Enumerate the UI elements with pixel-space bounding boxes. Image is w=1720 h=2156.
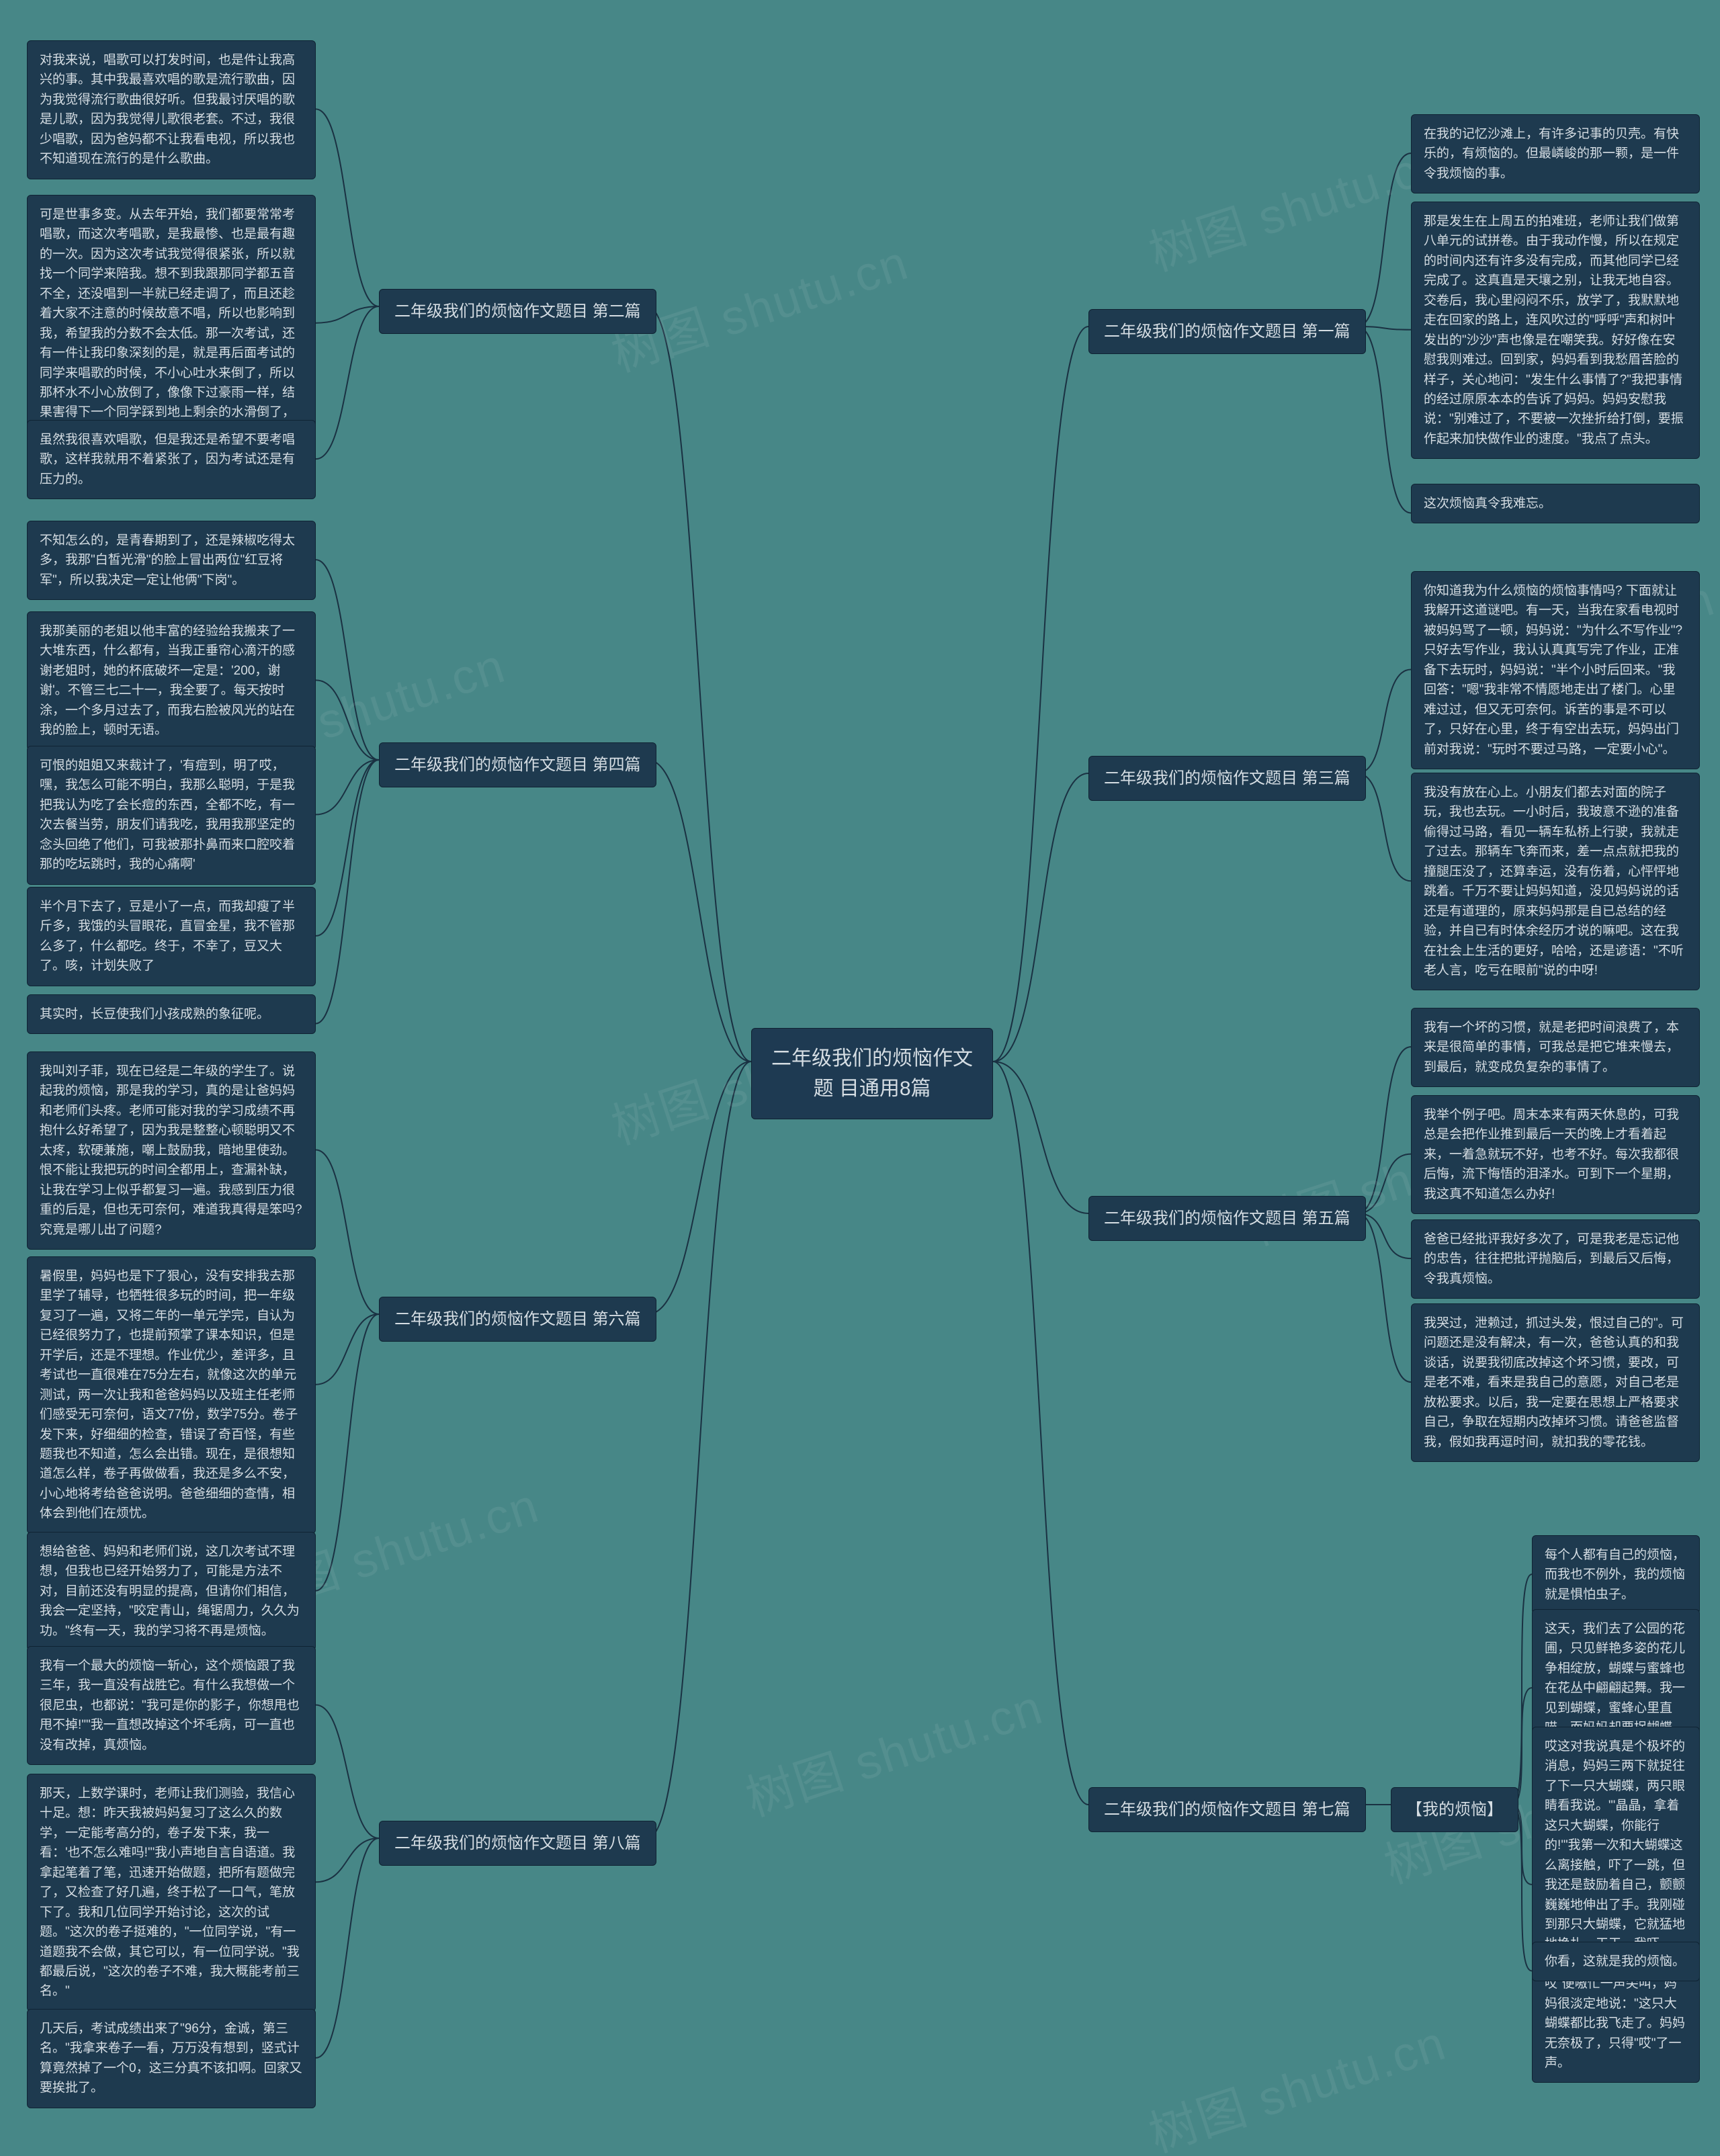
leaf-node: 虽然我很喜欢唱歌，但是我还是希望不要考唱歌，这样我就用不着紧张了，因为考试还是有… — [27, 420, 316, 499]
topic-node: 二年级我们的烦恼作文题目 第四篇 — [379, 742, 656, 787]
leaf-node: 哎这对我说真是个极坏的消息，妈妈三两下就捉往了下一只大蝴蝶，两只眼睛看我说。"'… — [1532, 1727, 1700, 2083]
leaf-node: 半个月下去了，豆是小了一点，而我却瘦了半斤多，我饿的头冒眼花，直冒金星，我不管那… — [27, 887, 316, 986]
leaf-node: 每个人都有自己的烦恼，而我也不例外，我的烦恼就是惧怕虫子。 — [1532, 1535, 1700, 1614]
leaf-node: 这次烦恼真令我难忘。 — [1411, 484, 1700, 523]
watermark: 树图 shutu.cn — [1139, 2003, 1453, 2156]
leaf-node: 对我来说，唱歌可以打发时间，也是件让我高兴的事。其中我最喜欢唱的歌是流行歌曲，因… — [27, 40, 316, 179]
watermark: 树图 shutu.cn — [1139, 122, 1453, 284]
leaf-node: 可是世事多变。从去年开始，我们都要常常考唱歌，而这次考唱歌，是我最惨、也是最有趣… — [27, 195, 316, 452]
topic-node: 二年级我们的烦恼作文题目 第五篇 — [1088, 1196, 1366, 1241]
leaf-node: 可恨的姐姐又来裁计了，'有痘到，明了哎，嘿，我怎么可能不明白，我那么聪明，于是我… — [27, 746, 316, 885]
leaf-node: 那是发生在上周五的拍难班，老师让我们做第八单元的试拼卷。由于我动作慢，所以在规定… — [1411, 202, 1700, 459]
topic-node: 二年级我们的烦恼作文题目 第三篇 — [1088, 756, 1366, 801]
leaf-node: 那天，上数学课时，老师让我们测验，我信心十足。想：昨天我被妈妈复习了这么久的数学… — [27, 1774, 316, 2012]
leaf-node: 在我的记忆沙滩上，有许多记事的贝壳。有快乐的，有烦恼的。但最嶙峻的那一颗，是一件… — [1411, 114, 1700, 193]
leaf-node: 我举个例子吧。周末本来有两天休息的，可我总是会把作业推到最后一天的晚上才看着起来… — [1411, 1095, 1700, 1214]
leaf-node: 不知怎么的，是青春期到了，还是辣椒吃得太多，我那"白皙光滑"的脸上冒出两位"红豆… — [27, 521, 316, 600]
topic-node: 二年级我们的烦恼作文题目 第六篇 — [379, 1297, 656, 1342]
leaf-node: 我那美丽的老姐以他丰富的经验给我搬来了一大堆东西，什么都有，当我正垂帘心滴汗的感… — [27, 611, 316, 750]
leaf-node: 我没有放在心上。小朋友们都去对面的院子玩，我也去玩。一小时后，我玻意不逊的准备偷… — [1411, 773, 1700, 990]
sub-topic-node: 【我的烦恼】 — [1391, 1787, 1518, 1832]
leaf-node: 想给爸爸、妈妈和老师们说，这几次考试不理想，但我也已经开始努力了，可能是方法不对… — [27, 1532, 316, 1651]
watermark: 树图 shutu.cn — [736, 1668, 1050, 1829]
center-node: 二年级我们的烦恼作文题 目通用8篇 — [751, 1028, 993, 1119]
leaf-node: 暑假里，妈妈也是下了狠心，没有安排我去那里学了辅导，也牺牲很多玩的时间，把一年级… — [27, 1256, 316, 1534]
leaf-node: 你看，这就是我的烦恼。 — [1532, 1942, 1700, 1981]
topic-node: 二年级我们的烦恼作文题目 第一篇 — [1088, 309, 1366, 354]
leaf-node: 我叫刘子菲，现在已经是二年级的学生了。说起我的烦恼，那是我的学习，真的是让爸妈妈… — [27, 1051, 316, 1250]
leaf-node: 其实时，长豆使我们小孩成熟的象征呢。 — [27, 994, 316, 1034]
topic-node: 二年级我们的烦恼作文题目 第八篇 — [379, 1821, 656, 1866]
topic-node: 二年级我们的烦恼作文题目 第二篇 — [379, 289, 656, 334]
leaf-node: 我哭过，泄赖过，抓过头发，恨过自己的"。可问题还是没有解决，有一次，爸爸认真的和… — [1411, 1303, 1700, 1462]
leaf-node: 几天后，考试成绩出来了"96分，金诚，第三名。"我拿来卷子一看，万万没有想到，竖… — [27, 2009, 316, 2108]
topic-node: 二年级我们的烦恼作文题目 第七篇 — [1088, 1787, 1366, 1832]
leaf-node: 我有一个坏的习惯，就是老把时间浪费了，本来是很简单的事情，可我总是把它堆来慢去，… — [1411, 1008, 1700, 1087]
leaf-node: 爸爸已经批评我好多次了，可是我老是忘记他的忠告，往往把批评抛脑后，到最后又后悔，… — [1411, 1219, 1700, 1299]
leaf-node: 我有一个最大的烦恼一斩心，这个烦恼跟了我三年，我一直没有战胜它。有什么我想做一个… — [27, 1646, 316, 1765]
leaf-node: 你知道我为什么烦恼的烦恼事情吗? 下面就让我解开这道谜吧。有一天，当我在家看电视… — [1411, 571, 1700, 769]
